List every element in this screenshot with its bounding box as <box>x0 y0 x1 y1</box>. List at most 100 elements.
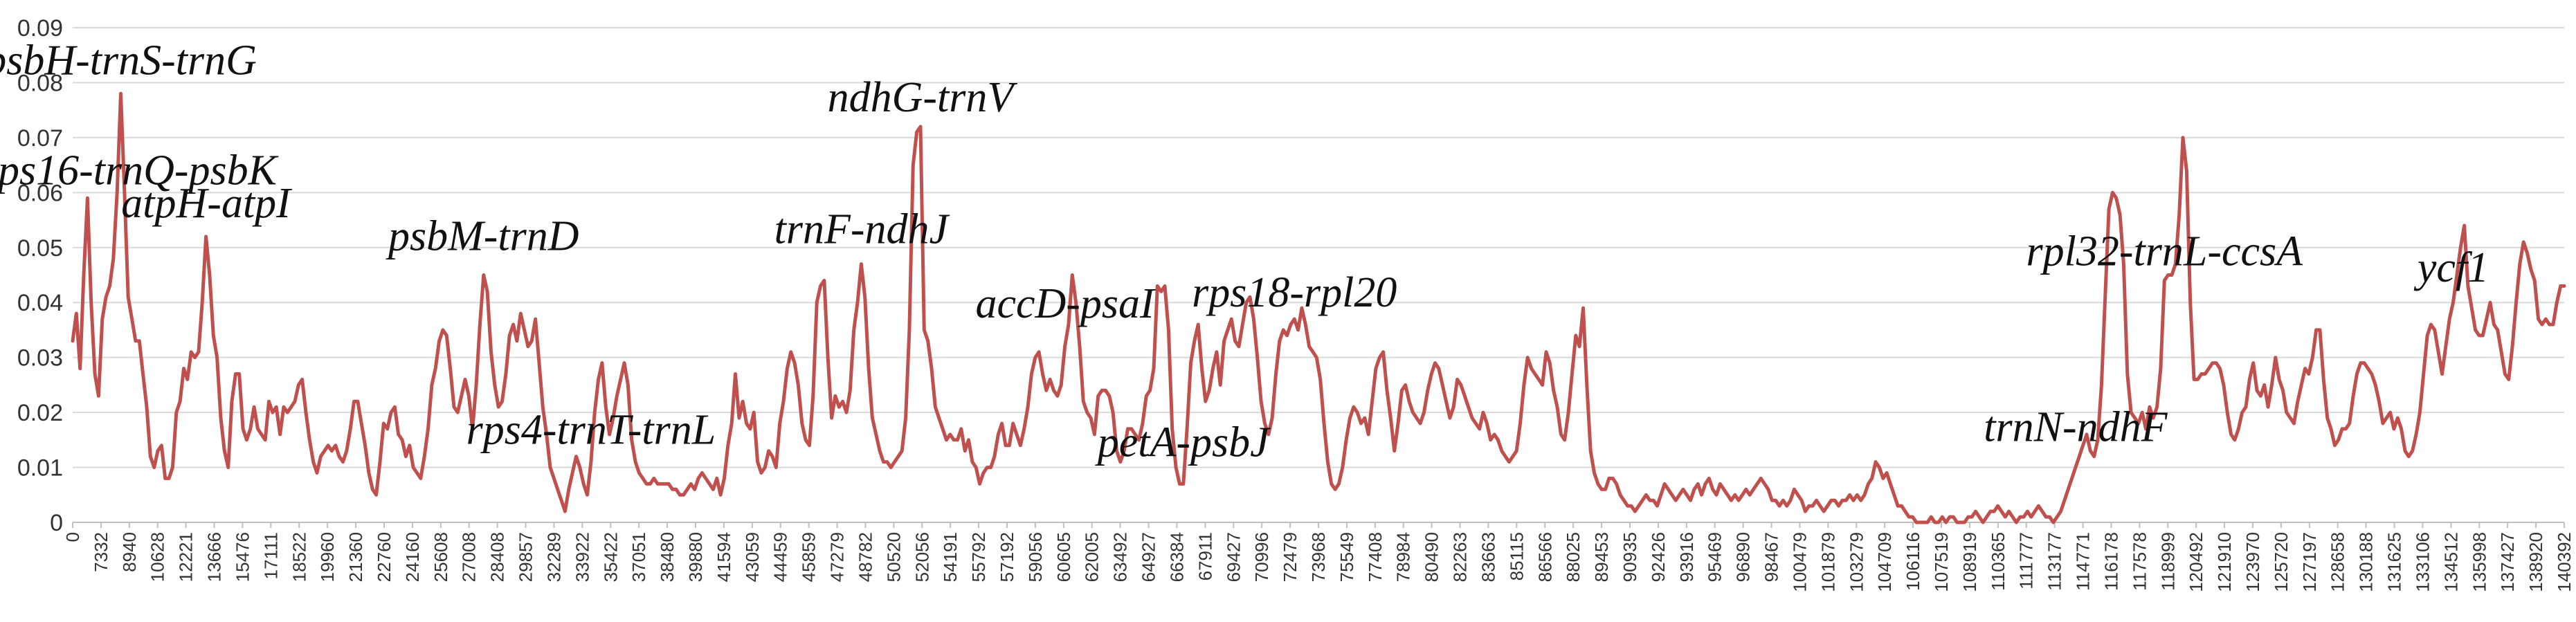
x-tick-label: 29857 <box>516 532 536 582</box>
x-tick-label: 85115 <box>1506 532 1527 580</box>
y-tick-label: 0.04 <box>17 290 63 316</box>
x-tick-label: 66384 <box>1166 532 1187 582</box>
x-tick-label: 95469 <box>1705 532 1725 582</box>
annotation-label: psbM-trnD <box>386 213 579 260</box>
y-tick-label: 0.06 <box>17 180 63 206</box>
x-tick-label: 25608 <box>430 532 451 582</box>
x-tick-label: 17111 <box>260 532 281 579</box>
x-tick-label: 59056 <box>1025 532 1046 582</box>
x-tick-label: 111777 <box>2016 532 2037 589</box>
y-tick-label: 0.01 <box>17 455 63 482</box>
y-axis-ticks: 0 0.01 0.02 0.03 0.04 0.05 0.06 0.07 0.08 0.09 <box>17 15 63 536</box>
nucleotide-diversity-line <box>71 91 2566 524</box>
y-tick-label: 0 <box>50 510 63 536</box>
x-tick-label: 72479 <box>1280 532 1300 582</box>
x-tick-label: 55792 <box>968 532 989 582</box>
x-tick-label: 12221 <box>176 532 197 582</box>
x-tick-label: 63492 <box>1110 532 1131 582</box>
annotation-label: ndhG-trnV <box>828 74 1018 121</box>
x-tick-label: 8940 <box>119 532 140 572</box>
x-tick-label: 121910 <box>2214 532 2235 592</box>
x-tick-label: 92426 <box>1648 532 1669 582</box>
x-tick-label: 80490 <box>1422 532 1442 582</box>
x-tick-label: 135998 <box>2469 532 2489 592</box>
x-tick-label: 77408 <box>1365 532 1386 582</box>
x-tick-label: 131625 <box>2384 532 2405 592</box>
x-tick-label: 113177 <box>2044 532 2065 591</box>
x-tick-label: 125720 <box>2271 532 2292 592</box>
annotation-label: atpH-atpI <box>121 180 293 227</box>
x-tick-label: 116178 <box>2101 532 2121 591</box>
y-tick-label: 0.05 <box>17 235 63 262</box>
x-tick-label: 107519 <box>1931 532 1952 592</box>
x-tick-label: 22760 <box>374 532 394 582</box>
x-tick-label: 110365 <box>1988 532 2008 591</box>
x-tick-label: 114771 <box>2073 532 2094 591</box>
x-tick-label: 118999 <box>2157 532 2178 591</box>
x-tick-label: 19960 <box>317 532 338 582</box>
x-tick-label: 47279 <box>827 532 848 582</box>
annotation-label: accD-psaI <box>975 280 1157 327</box>
x-tick-label: 27008 <box>459 532 480 582</box>
x-tick-label: 28408 <box>487 532 508 582</box>
x-tick-label: 100479 <box>1789 532 1810 592</box>
annotation-label: ycf1 <box>2413 244 2489 291</box>
y-tick-label: 0.02 <box>17 400 63 426</box>
x-tick-label: 83663 <box>1478 532 1498 582</box>
x-tick-label: 21360 <box>345 532 366 582</box>
x-tick-label: 104709 <box>1874 532 1895 592</box>
y-tick-label: 0.08 <box>17 70 63 96</box>
x-tick-label: 54191 <box>940 532 961 582</box>
x-tick-label: 96890 <box>1733 532 1754 582</box>
x-tick-label: 120492 <box>2186 532 2206 592</box>
x-tick-label: 43059 <box>742 532 763 582</box>
x-tick-label: 50520 <box>883 532 904 582</box>
x-tick-label: 64927 <box>1139 532 1159 582</box>
x-tick-label: 73968 <box>1308 532 1329 582</box>
x-tick-label: 88025 <box>1563 532 1584 582</box>
x-tick-label: 37051 <box>628 532 649 582</box>
annotation-label: petA-psbJ <box>1095 419 1271 466</box>
y-tick-label: 0.07 <box>17 125 63 152</box>
x-tick-label: 48782 <box>855 532 876 582</box>
x-tick-label: 39880 <box>685 532 706 582</box>
x-tick-label: 89453 <box>1591 532 1612 582</box>
x-tick-label: 44459 <box>770 532 791 582</box>
annotation-label: trnF-ndhJ <box>774 206 950 253</box>
annotation-label: rpl32-trnL-ccsA <box>2026 228 2304 275</box>
x-tick-label: 18522 <box>289 532 309 582</box>
x-tick-label: 35422 <box>600 532 621 582</box>
x-tick-label: 123970 <box>2242 532 2263 592</box>
x-tick-label: 69427 <box>1223 532 1244 582</box>
x-tick-label: 70996 <box>1251 532 1272 582</box>
x-tick-label: 86566 <box>1534 532 1555 582</box>
x-tick-label: 98467 <box>1761 532 1782 582</box>
x-tick-label: 7332 <box>91 532 111 572</box>
x-tick-label: 140392 <box>2554 532 2575 592</box>
y-tick-label: 0.09 <box>17 15 63 42</box>
x-tick-label: 75549 <box>1336 532 1357 582</box>
x-tick-label: 90935 <box>1620 532 1640 582</box>
x-tick-label: 24160 <box>402 532 423 582</box>
x-tick-label: 38480 <box>657 532 678 582</box>
x-tick-label: 106116 <box>1903 532 1923 591</box>
x-tick-label: 60605 <box>1053 532 1074 582</box>
y-tick-label: 0.03 <box>17 345 63 372</box>
x-tick-label: 82263 <box>1450 532 1471 582</box>
x-tick-label: 137427 <box>2497 532 2518 592</box>
x-tick-label: 67911 <box>1195 532 1215 580</box>
x-tick-label: 10628 <box>147 532 168 582</box>
x-tick-label: 57192 <box>997 532 1017 582</box>
x-tick-label: 108919 <box>1959 532 1980 592</box>
x-tick-label: 15476 <box>232 532 253 582</box>
x-tick-label: 0 <box>62 532 83 542</box>
x-tick-label: 45859 <box>799 532 819 582</box>
x-tick-label: 93916 <box>1676 532 1697 582</box>
x-tick-label: 117578 <box>2129 532 2150 591</box>
annotation-label: rps18-rpl20 <box>1192 269 1397 316</box>
x-tick-label: 13666 <box>204 532 225 582</box>
x-tick-label: 128658 <box>2328 532 2348 592</box>
x-tick-label: 33922 <box>572 532 592 582</box>
x-tick-label: 62005 <box>1082 532 1103 582</box>
